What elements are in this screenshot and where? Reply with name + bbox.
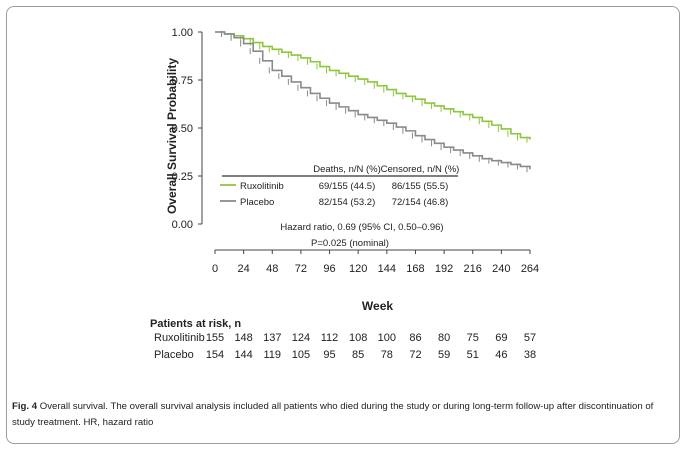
figure-frame (6, 6, 680, 444)
at-risk-value: 124 (291, 332, 311, 344)
x-axis-title: Week (362, 299, 393, 313)
at-risk-value: 100 (377, 332, 396, 344)
x-tick-label: 168 (406, 263, 424, 275)
y-tick-label: 0.75 (172, 75, 193, 87)
series-line-placebo (215, 31, 531, 170)
at-risk-value: 80 (437, 332, 451, 344)
at-risk-value: 69 (495, 332, 508, 344)
x-tick-label: 48 (266, 263, 278, 275)
x-tick-label: 120 (349, 263, 367, 275)
chart-legend-table: Deaths, n/N (%) Censored, n/N (%) Ruxoliti… (220, 164, 459, 249)
at-risk-value: 144 (234, 349, 253, 361)
caption-text: Overall survival. The overall survival a… (12, 401, 654, 428)
at-risk-value: 95 (323, 349, 336, 361)
x-tick-label: 240 (492, 263, 510, 275)
legend-censored: 86/155 (55.5) (392, 181, 449, 192)
at-risk-label: Ruxolitinib (154, 332, 205, 344)
hazard-ratio-text: Hazard ratio, 0.69 (95% CI, 0.50–0.96) (280, 222, 443, 233)
at-risk-row-placebo: Placebo 154 144 119 105 95 85 78 72 59 51 46 38 (150, 349, 550, 366)
x-tick-label: 144 (378, 263, 396, 275)
at-risk-value: 86 (409, 332, 422, 344)
caption-fig-label: Fig. 4 (12, 401, 38, 412)
at-risk-value: 155 (205, 332, 225, 344)
at-risk-value: 137 (263, 332, 282, 344)
legend-deaths: 69/155 (44.5) (319, 181, 376, 192)
at-risk-value: 108 (348, 332, 368, 344)
y-tick-label: 0.25 (172, 171, 193, 183)
at-risk-value: 72 (409, 349, 422, 361)
chart-axes: 0.00 0.25 0.50 0.75 1.00 0 24 48 72 96 120 144 168 19… (165, 27, 539, 313)
at-risk-value: 75 (466, 332, 479, 344)
x-tick-label: 72 (295, 263, 307, 275)
at-risk-row-ruxolitinib: Ruxolitinib 155 148 137 124 112 108 100 86 80 75 6… (150, 332, 550, 349)
at-risk-label: Placebo (154, 349, 194, 361)
at-risk-value: 112 (320, 332, 339, 344)
at-risk-value: 51 (466, 349, 479, 361)
at-risk-value: 38 (523, 349, 537, 361)
x-tick-label: 96 (323, 263, 335, 275)
legend-label: Placebo (240, 197, 274, 208)
legend-label: Ruxolitinib (240, 181, 284, 192)
legend-deaths: 82/154 (53.2) (319, 197, 376, 208)
legend-header-deaths: Deaths, n/N (%) (313, 164, 381, 175)
x-tick-label: 0 (212, 263, 218, 275)
series-line-ruxolitinib (215, 31, 531, 140)
at-risk-title: Patients at risk, n (150, 318, 242, 330)
at-risk-value: 148 (234, 332, 253, 344)
x-tick-label: 24 (238, 263, 250, 275)
at-risk-value: 119 (263, 349, 282, 361)
y-tick-label: 0.50 (172, 123, 193, 135)
patients-at-risk-table: Patients at risk, n Ruxolitinib 155 148 13… (150, 318, 550, 366)
at-risk-value: 59 (437, 349, 451, 361)
at-risk-value: 85 (352, 349, 365, 361)
p-value-text: P=0.025 (nominal) (311, 238, 389, 249)
at-risk-value: 46 (495, 349, 508, 361)
y-tick-label: 1.00 (172, 27, 193, 39)
figure-caption: Fig. 4 Overall survival. The overall sur… (12, 399, 667, 431)
at-risk-value: 105 (291, 349, 311, 361)
x-tick-label: 264 (521, 263, 539, 275)
x-tick-label: 192 (435, 263, 453, 275)
legend-header-censored: Censored, n/N (%) (381, 164, 460, 175)
at-risk-value: 154 (205, 349, 225, 361)
at-risk-value: 78 (380, 349, 393, 361)
y-axis-title: Overall Survival Probability (165, 58, 179, 214)
at-risk-value: 57 (523, 332, 537, 344)
legend-censored: 72/154 (46.8) (392, 197, 449, 208)
x-tick-label: 216 (464, 263, 482, 275)
chart-curves (215, 30, 531, 173)
y-tick-label: 0.00 (172, 219, 193, 231)
